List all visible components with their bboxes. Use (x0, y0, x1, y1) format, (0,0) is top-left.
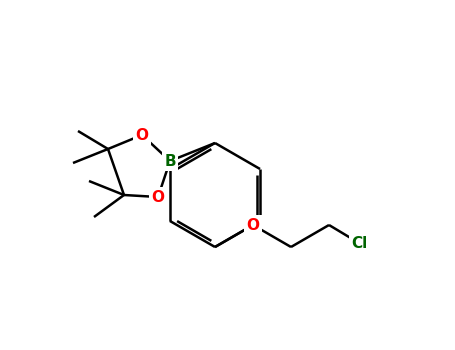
Text: O: O (136, 127, 148, 142)
Text: O: O (247, 217, 259, 232)
Text: O: O (152, 189, 165, 204)
Text: Cl: Cl (351, 236, 367, 251)
Text: B: B (164, 154, 176, 168)
